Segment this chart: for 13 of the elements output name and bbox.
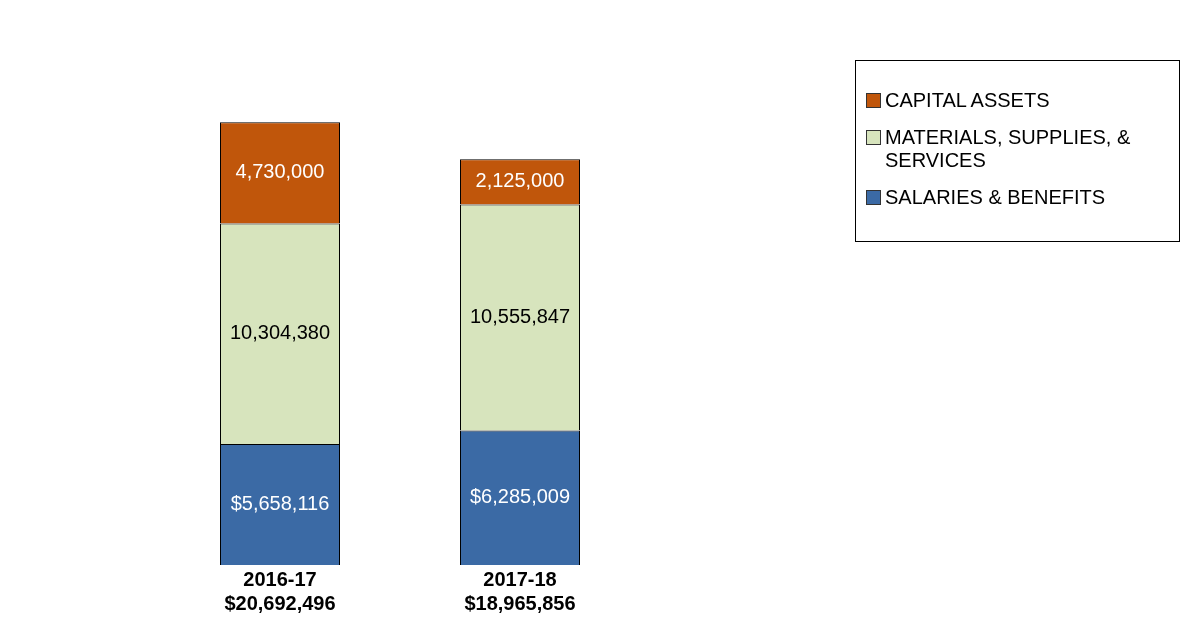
data-label: $6,285,009 — [469, 485, 571, 508]
data-label: 2,125,000 — [475, 169, 565, 192]
x-tick-label: 2016-17 — [243, 567, 317, 590]
legend-label: MATERIALS, SUPPLIES, & SERVICES — [885, 126, 1132, 172]
data-label: 10,555,847 — [469, 305, 571, 328]
data-label: 10,304,380 — [229, 321, 331, 344]
total-label: $18,965,856 — [464, 591, 576, 614]
data-label: 4,730,000 — [235, 160, 325, 183]
data-label: $5,658,116 — [230, 491, 330, 514]
legend-label: CAPITAL ASSETS — [885, 89, 1050, 112]
total-label: $20,692,496 — [224, 591, 336, 614]
x-tick-label: 2017-18 — [483, 567, 557, 590]
legend-label: SALARIES & BENEFITS — [885, 186, 1106, 209]
